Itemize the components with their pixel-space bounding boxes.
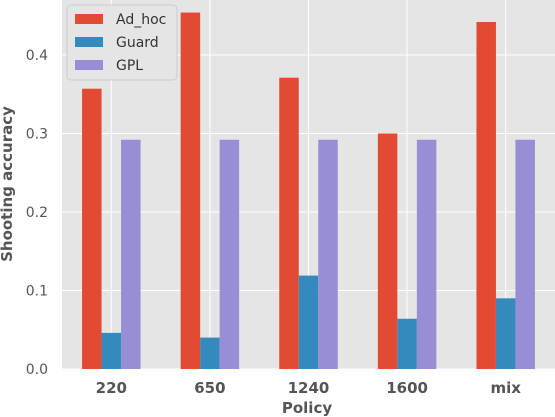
legend-swatch — [75, 37, 103, 47]
legend-swatch — [75, 14, 103, 24]
legend-label: Guard — [116, 35, 159, 51]
y-ticks: 0.0 0.1 0.2 0.3 0.4 — [26, 48, 48, 378]
legend-swatch — [75, 60, 103, 70]
bar-guard — [298, 275, 319, 369]
legend-label: GPL — [116, 58, 143, 74]
bar-ad-hoc — [476, 21, 496, 370]
bar-ad-hoc — [377, 133, 398, 369]
y-tick-label: 0.1 — [26, 283, 48, 299]
bar-gpl — [515, 139, 535, 369]
bar-gpl — [416, 139, 437, 369]
x-ticks: 220 650 1240 1600 mix — [96, 379, 522, 397]
x-tick-label: mix — [490, 379, 521, 397]
x-tick-label: 220 — [96, 379, 127, 397]
legend: Ad_hoc Guard GPL — [66, 4, 178, 81]
bar-guard — [101, 332, 122, 369]
y-tick-label: 0.4 — [26, 48, 48, 64]
x-tick-label: 1240 — [288, 379, 330, 397]
bar-guard — [397, 318, 417, 369]
x-tick-label: 650 — [194, 379, 225, 397]
bar-guard — [495, 298, 516, 369]
y-tick-label: 0.3 — [26, 126, 48, 142]
y-tick-label: 0.0 — [26, 362, 48, 378]
y-tick-label: 0.2 — [26, 205, 48, 221]
x-tick-label: 1600 — [386, 379, 428, 397]
bars — [82, 12, 535, 370]
legend-label: Ad_hoc — [116, 12, 166, 28]
bar-gpl — [121, 139, 141, 369]
x-axis-label: Policy — [282, 399, 332, 417]
bar-ad-hoc — [82, 88, 102, 370]
bar-ad-hoc — [180, 12, 201, 369]
bar-gpl — [318, 139, 338, 369]
bar-ad-hoc — [279, 77, 299, 370]
y-axis-label: Shooting accuracy — [0, 106, 16, 262]
bar-guard — [200, 337, 220, 369]
bar-gpl — [219, 139, 240, 369]
